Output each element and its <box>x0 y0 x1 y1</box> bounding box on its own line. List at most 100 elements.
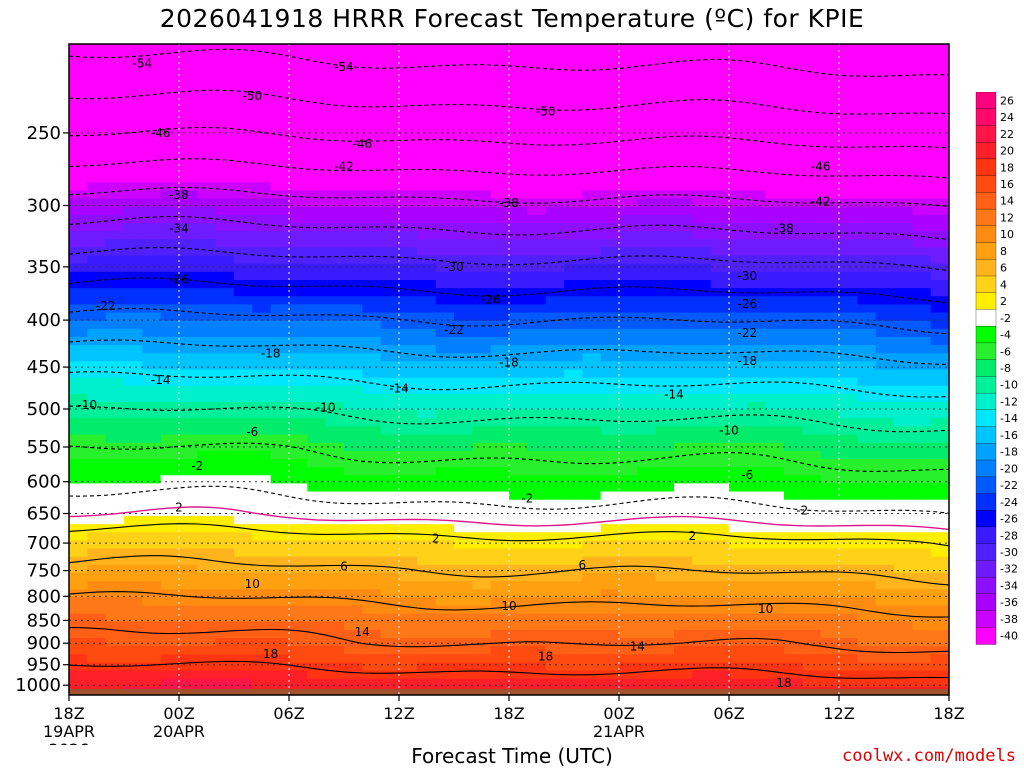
temperature-cell <box>344 410 363 419</box>
temperature-cell <box>197 646 217 655</box>
temperature-cell <box>710 638 730 647</box>
temperature-cell <box>619 198 638 208</box>
temperature-cell <box>417 662 437 672</box>
temperature-cell <box>435 263 455 273</box>
temperature-cell <box>325 198 345 208</box>
temperature-cell <box>252 581 272 590</box>
temperature-cell <box>820 377 840 387</box>
temperature-cell <box>802 581 822 590</box>
temperature-cell <box>399 678 418 688</box>
temperature-cell <box>930 638 949 647</box>
temperature-cell <box>325 434 345 444</box>
temperature-cell <box>472 84 492 94</box>
temperature-cell <box>674 239 693 249</box>
temperature-cell <box>655 231 675 240</box>
temperature-cell <box>142 174 162 183</box>
temperature-cell <box>435 288 455 297</box>
temperature-cell <box>160 629 180 639</box>
credit-link[interactable]: coolwx.com/models <box>842 746 1016 766</box>
temperature-cell <box>344 613 363 623</box>
temperature-cell <box>197 166 217 175</box>
temperature-cell <box>875 141 895 151</box>
temperature-cell <box>564 556 583 566</box>
temperature-cell <box>435 92 455 102</box>
temperature-cell <box>344 491 363 501</box>
temperature-cell <box>197 288 217 297</box>
temperature-cell <box>912 556 932 566</box>
temperature-cell <box>619 345 638 354</box>
temperature-cell <box>307 304 327 314</box>
temperature-cell <box>729 141 748 151</box>
temperature-cell <box>674 52 693 61</box>
temperature-cell <box>765 279 785 289</box>
temperature-cell <box>179 402 198 411</box>
temperature-cell <box>124 182 143 192</box>
temperature-cell <box>912 44 932 53</box>
temperature-cell <box>637 304 657 314</box>
temperature-cell <box>600 556 620 566</box>
temperature-cell <box>234 336 253 346</box>
temperature-cell <box>454 76 473 86</box>
temperature-cell <box>399 515 418 525</box>
temperature-cell <box>912 345 932 354</box>
temperature-cell <box>875 459 895 468</box>
isotherm-label: -50 <box>242 89 262 103</box>
temperature-cell <box>270 621 290 631</box>
temperature-cell <box>600 166 620 175</box>
temperature-cell <box>619 548 638 558</box>
temperature-cell <box>234 44 253 53</box>
temperature-cell <box>619 76 638 86</box>
temperature-cell <box>784 654 803 664</box>
temperature-cell <box>435 662 455 672</box>
temperature-cell <box>619 491 638 501</box>
temperature-cell <box>820 149 840 159</box>
temperature-cell <box>637 125 657 135</box>
temperature-cell <box>545 532 565 541</box>
temperature-cell <box>417 589 437 598</box>
temperature-cell <box>197 239 217 249</box>
temperature-cell <box>564 109 583 118</box>
temperature-cell <box>490 589 510 598</box>
temperature-cell <box>894 117 913 126</box>
temperature-cell <box>545 328 565 338</box>
temperature-cell <box>124 361 143 371</box>
temperature-cell <box>930 157 949 167</box>
temperature-cell <box>399 52 418 61</box>
temperature-cell <box>215 548 235 558</box>
temperature-cell <box>655 182 675 192</box>
temperature-cell <box>912 662 932 672</box>
temperature-cell <box>454 190 473 200</box>
temperature-cell <box>197 263 217 273</box>
isotherm-label: -10 <box>77 398 97 412</box>
temperature-cell <box>692 84 712 94</box>
temperature-cell <box>655 410 675 419</box>
temperature-cell <box>839 296 858 305</box>
temperature-cell <box>435 353 455 362</box>
temperature-cell <box>912 385 932 395</box>
temperature-cell <box>857 223 877 232</box>
colorbar-label: 26 <box>1000 94 1014 107</box>
temperature-cell <box>362 328 382 338</box>
temperature-cell <box>582 678 602 688</box>
temperature-cell <box>270 328 290 338</box>
temperature-cell <box>545 434 565 444</box>
temperature-cell <box>509 556 528 566</box>
temperature-cell <box>509 393 528 403</box>
temperature-cell <box>912 279 932 289</box>
temperature-cell <box>820 166 840 175</box>
temperature-cell <box>857 515 877 525</box>
temperature-cell <box>87 84 107 94</box>
temperature-cell <box>527 182 547 192</box>
temperature-cell <box>930 149 949 159</box>
temperature-cell <box>160 499 180 509</box>
temperature-cell <box>252 68 272 78</box>
temperature-cell <box>692 467 712 476</box>
temperature-cell <box>765 581 785 590</box>
temperature-cell <box>894 670 913 680</box>
temperature-cell <box>765 393 785 403</box>
temperature-cell <box>87 166 107 175</box>
temperature-cell <box>765 117 785 126</box>
temperature-cell <box>912 581 932 590</box>
temperature-cell <box>179 540 198 550</box>
temperature-cell <box>930 271 949 281</box>
